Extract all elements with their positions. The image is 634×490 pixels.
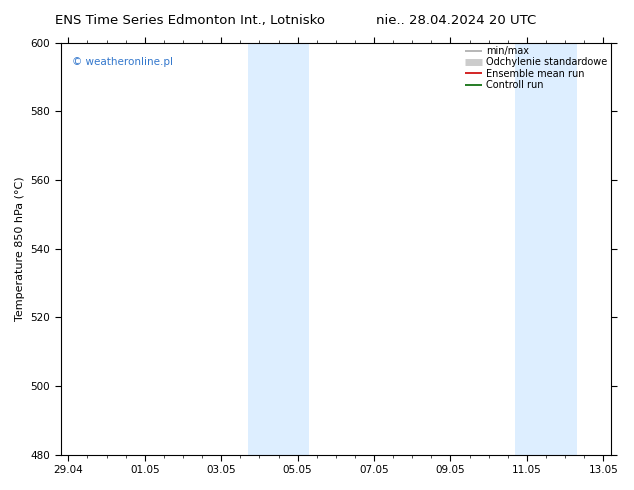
Bar	[248, 43, 278, 455]
Text: © weatheronline.pl: © weatheronline.pl	[72, 57, 172, 67]
Bar	[546, 43, 576, 455]
Text: nie.. 28.04.2024 20 UTC: nie.. 28.04.2024 20 UTC	[377, 14, 536, 27]
Legend: min/max, Odchylenie standardowe, Ensemble mean run, Controll run: min/max, Odchylenie standardowe, Ensembl…	[463, 44, 609, 92]
Text: ENS Time Series Edmonton Int., Lotnisko: ENS Time Series Edmonton Int., Lotnisko	[55, 14, 325, 27]
Y-axis label: Temperature 850 hPa (°C): Temperature 850 hPa (°C)	[15, 176, 25, 321]
Bar	[515, 43, 546, 455]
Bar	[278, 43, 309, 455]
